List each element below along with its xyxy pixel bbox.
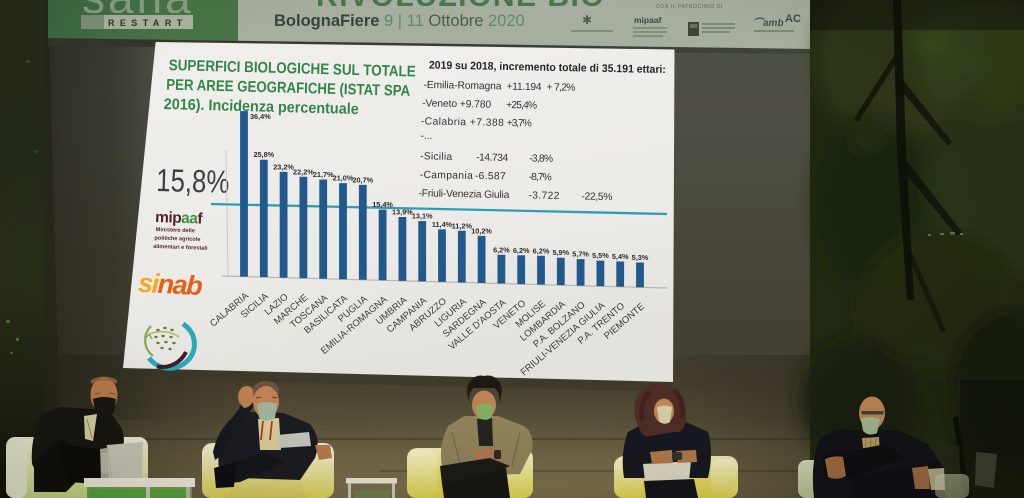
- svg-text:PER AREE GEOGRAFICHE (ISTAT SP: PER AREE GEOGRAFICHE (ISTAT SPA: [166, 77, 410, 100]
- svg-text:21,7%: 21,7%: [313, 170, 334, 179]
- svg-text:10,2%: 10,2%: [471, 226, 492, 235]
- svg-text:-Emilia-Romagna+11.194+ 7,2%: -Emilia-Romagna +11.194 + 7,2%: [423, 80, 575, 94]
- svg-text:5,4%: 5,4%: [612, 252, 629, 261]
- svg-text:5,3%: 5,3%: [632, 253, 649, 262]
- svg-text:5,5%: 5,5%: [592, 251, 609, 260]
- svg-text:20,7%: 20,7%: [352, 175, 373, 184]
- svg-text:5,7%: 5,7%: [572, 250, 589, 259]
- svg-text:21,0%: 21,0%: [333, 174, 354, 183]
- svg-text:11,4%: 11,4%: [432, 220, 453, 229]
- svg-text:mipaaf: mipaaf: [155, 209, 204, 228]
- svg-text:2016). Incidenza percentuale: 2016). Incidenza percentuale: [164, 96, 360, 118]
- svg-text:SUPERFICI BIOLOGICHE SUL TOTAL: SUPERFICI BIOLOGICHE SUL TOTALE: [169, 57, 416, 80]
- svg-text:-Calabria +7.388+3,7%: -Calabria +7.388 +3,7%: [421, 116, 532, 129]
- svg-text:6,2%: 6,2%: [513, 246, 530, 255]
- svg-text:22,2%: 22,2%: [293, 167, 314, 176]
- svg-text:15,4%: 15,4%: [372, 200, 393, 209]
- svg-text:-Sicilia-14.734-3,8%: -Sicilia -14.734 -3,8%: [420, 151, 553, 165]
- svg-text:2019 su 2018, incremento total: 2019 su 2018, incremento totale di 35.19…: [429, 60, 666, 77]
- svg-text:11,2%: 11,2%: [452, 221, 473, 230]
- svg-text:36,4%: 36,4%: [250, 112, 271, 121]
- svg-text:6,2%: 6,2%: [493, 245, 510, 254]
- svg-text:25,8%: 25,8%: [253, 150, 274, 159]
- svg-text:Ministero delle: Ministero delle: [156, 227, 195, 234]
- svg-text:6,2%: 6,2%: [533, 246, 550, 255]
- svg-text:13,1%: 13,1%: [412, 212, 433, 221]
- svg-text:-...: -...: [420, 131, 432, 142]
- svg-text:15,8%: 15,8%: [156, 162, 230, 200]
- svg-text:politiche agricole: politiche agricole: [154, 235, 200, 243]
- svg-text:23,2%: 23,2%: [273, 162, 294, 171]
- svg-text:sinab: sinab: [137, 268, 203, 301]
- svg-text:-Campania-6.587-8,7%: -Campania -6.587 -8,7%: [420, 170, 552, 184]
- svg-text:-Veneto +9.780+25,4%: -Veneto +9.780 +25,4%: [422, 98, 537, 111]
- svg-text:5,9%: 5,9%: [552, 248, 569, 257]
- svg-text:alimentari e forestali: alimentari e forestali: [153, 244, 208, 252]
- svg-text:-Friuli-Venezia Giulia-3.722-2: -Friuli-Venezia Giulia -3.722 -22,5%: [418, 188, 612, 203]
- svg-text:13,9%: 13,9%: [392, 208, 413, 217]
